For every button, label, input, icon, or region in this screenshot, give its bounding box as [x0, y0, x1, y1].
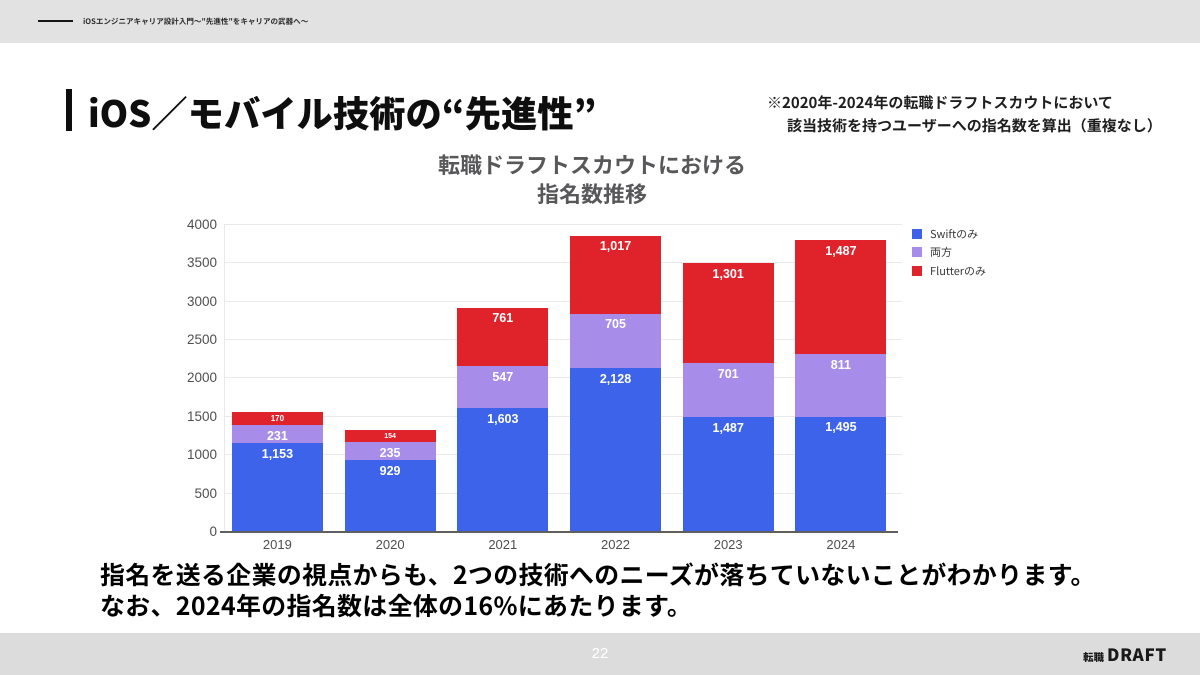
summary-line2: なお、2024年の指名数は全体の16%にあたります。: [100, 587, 693, 624]
gridline: [224, 300, 902, 302]
gridline: [224, 415, 902, 417]
bar-segment-2023-1: [682, 363, 774, 418]
legend-swatch-icon: [912, 229, 922, 239]
bar-value-label-2024-0: 1,495: [825, 420, 857, 435]
y-axis-tick-label: 3500: [186, 255, 217, 271]
y-axis-tick-label: 2000: [186, 370, 217, 386]
bar-value-label-2022-0: 2,128: [599, 371, 632, 386]
top-band-dash-icon: [38, 19, 73, 22]
x-axis-tick-label: 2024: [826, 537, 856, 552]
page-number: 22: [591, 644, 609, 662]
legend-swatch-icon: [912, 265, 922, 276]
bar-value-label-2019-0: 1,153: [261, 446, 294, 461]
bar-segment-2021-2: [457, 307, 549, 367]
bar-segment-2019-2: [231, 412, 323, 426]
gridline: [224, 454, 902, 456]
bar-value-label-2021-0: 1,603: [487, 411, 519, 426]
y-axis-line: [224, 224, 225, 532]
bar-segment-2020-0: [344, 460, 436, 532]
title-accent-bar: [66, 89, 72, 131]
x-axis-tick-label: 2023: [713, 537, 743, 552]
bar-value-label-2020-2: 154: [384, 432, 396, 440]
y-axis-tick-label: 0: [209, 524, 217, 540]
annotation-note-line2: 該当技術を持つユーザーへの指名数を算出（重複なし）: [772, 114, 1162, 136]
gridline: [224, 223, 902, 225]
bar-value-label-2024-1: 811: [830, 357, 851, 372]
chart-title-line2: 指名数推移: [536, 176, 647, 209]
bar-value-label-2020-1: 235: [379, 445, 401, 460]
gridline: [224, 377, 902, 379]
gridline: [224, 338, 902, 340]
bar-value-label-2022-1: 705: [605, 317, 626, 332]
summary-line1: 指名を送る企業の視点からも、2つの技術へのニーズが落ちていないことがわかります。: [100, 555, 1096, 592]
bar-value-label-2023-0: 1,487: [712, 420, 744, 435]
gridline: [224, 262, 902, 264]
bar-segment-2022-1: [570, 313, 661, 369]
brand-logo-jp: 転職: [1083, 649, 1104, 665]
y-axis-tick-label: 4000: [186, 216, 217, 232]
bar-value-label-2019-2: 170: [270, 413, 285, 423]
legend-label: Flutterのみ: [930, 262, 987, 279]
top-band: iOSエンジニアキャリア設計入門〜"先進性"をキャリアの武器へ〜: [0, 0, 1200, 43]
summary-text: 指名を送る企業の視点からも、2つの技術へのニーズが落ちていないことがわかります。…: [100, 555, 1150, 624]
x-axis-tick-label: 2021: [488, 537, 518, 552]
bar-segment-2022-2: [570, 235, 661, 314]
bar-value-label-2021-1: 547: [492, 369, 514, 384]
chart-title-line1: 転職ドラフトスカウトにおける: [437, 148, 746, 180]
footer: 22 転職 DRAFT: [0, 633, 1200, 675]
x-axis-tick-label: 2019: [262, 537, 292, 552]
brand-logo: 転職 DRAFT: [1083, 641, 1167, 666]
bar-value-label-2024-2: 1,487: [825, 243, 857, 258]
bar-segment-2020-2: [344, 430, 436, 443]
bar-value-label-2022-2: 1,017: [599, 239, 632, 254]
annotation-note: ※2020年-2024年の転職ドラフトスカウトにおいて 該当技術を持つユーザーへ…: [767, 92, 1187, 137]
x-axis-line: [220, 531, 898, 533]
bar-segment-2019-1: [231, 425, 323, 444]
bar-segment-2024-1: [795, 354, 887, 417]
chart-title: 転職ドラフトスカウトにおける 指名数推移: [292, 150, 892, 207]
y-axis-tick-label: 1500: [186, 408, 217, 424]
y-axis-tick-label: 3000: [186, 293, 217, 309]
bar-segment-2023-0: [682, 417, 774, 532]
y-axis-tick-label: 500: [194, 485, 217, 501]
x-axis-tick-label: 2022: [601, 537, 630, 552]
annotation-note-line1: ※2020年-2024年の転職ドラフトスカウトにおいて: [767, 92, 1113, 113]
y-axis-tick-label: 1000: [186, 447, 217, 463]
gridline: [224, 492, 902, 494]
bar-segment-2024-2: [795, 240, 887, 355]
bar-value-label-2023-2: 1,301: [712, 266, 744, 281]
bar-segment-2021-1: [457, 366, 549, 409]
bar-value-label-2020-0: 929: [379, 463, 401, 478]
bar-segment-2022-0: [570, 368, 661, 532]
page-title: iOS／モバイル技術の“先進性”: [88, 86, 597, 138]
bar-value-label-2021-2: 761: [492, 311, 514, 326]
bar-segment-2021-0: [457, 408, 549, 532]
bar-segment-2019-0: [231, 443, 323, 532]
y-axis-tick-label: 2500: [186, 331, 217, 347]
bar-segment-2020-1: [344, 442, 436, 461]
brand-logo-en: DRAFT: [1107, 640, 1167, 666]
bar-value-label-2023-1: 701: [717, 366, 739, 381]
bar-value-label-2019-1: 231: [266, 428, 288, 443]
course-title: iOSエンジニアキャリア設計入門〜"先進性"をキャリアの武器へ〜: [83, 16, 309, 27]
bar-segment-2023-2: [682, 263, 774, 364]
legend-label: Swiftのみ: [930, 226, 979, 242]
legend-label: 両方: [930, 244, 952, 261]
x-axis-tick-label: 2020: [375, 537, 405, 552]
bar-segment-2024-0: [795, 416, 887, 532]
legend-swatch-icon: [912, 247, 922, 258]
